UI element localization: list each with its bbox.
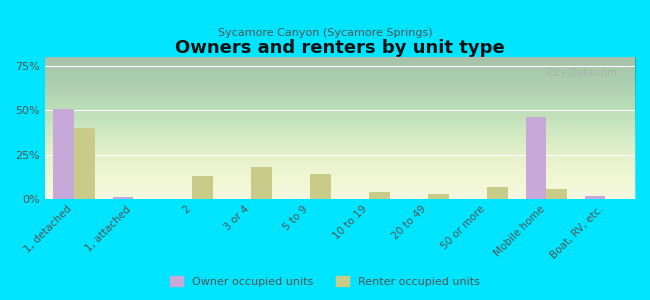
Text: Sycamore Canyon (Sycamore Springs): Sycamore Canyon (Sycamore Springs) — [218, 28, 432, 38]
Text: City-Data.com: City-Data.com — [547, 68, 618, 78]
Bar — [53, 109, 74, 199]
Bar — [252, 167, 272, 199]
Title: Owners and renters by unit type: Owners and renters by unit type — [175, 39, 504, 57]
Bar — [310, 174, 331, 199]
Bar — [74, 128, 95, 199]
Bar — [192, 176, 213, 199]
Legend: Owner occupied units, Renter occupied units: Owner occupied units, Renter occupied un… — [166, 272, 484, 291]
Bar — [585, 196, 606, 199]
Bar — [547, 189, 567, 199]
Bar — [369, 192, 390, 199]
Bar — [428, 194, 449, 199]
Bar — [526, 117, 547, 199]
Bar — [488, 187, 508, 199]
Bar — [112, 197, 133, 199]
